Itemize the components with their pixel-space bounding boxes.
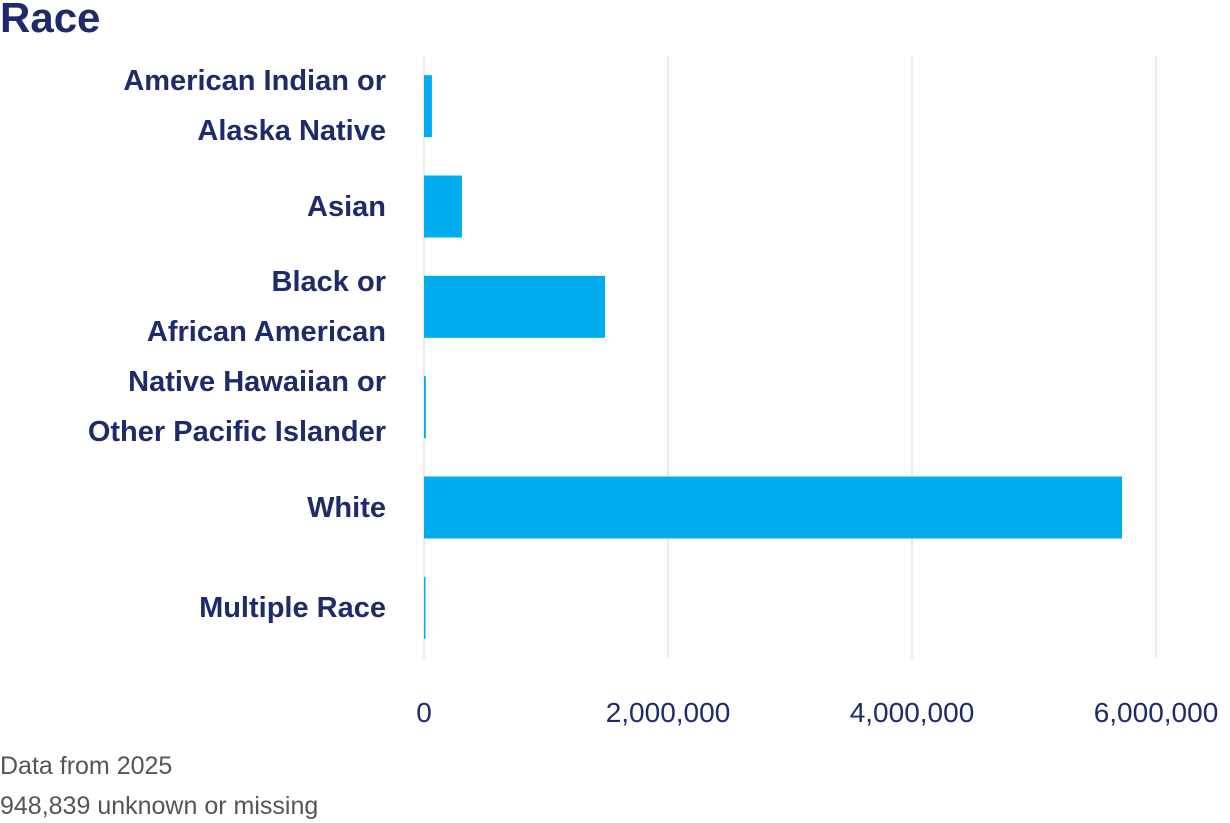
x-tick-label: 6,000,000: [1094, 697, 1219, 728]
y-tick-label: American Indian or Alaska Native: [123, 65, 386, 148]
chart-title: Race: [0, 0, 101, 41]
x-tick-label: 0: [416, 697, 432, 728]
x-tick-label: 2,000,000: [606, 697, 731, 728]
bar: [424, 576, 426, 639]
bar: [424, 175, 462, 238]
y-tick-label: Multiple Race: [199, 591, 386, 624]
bar: [424, 75, 432, 138]
y-tick-label: Black or African American: [146, 265, 386, 348]
y-tick-label: White: [307, 491, 386, 524]
bar: [424, 275, 606, 338]
x-tick-label: 4,000,000: [850, 697, 975, 728]
y-tick-label: Native Hawaiian or Other Pacific Islande…: [87, 366, 386, 449]
note: 948,839 unknown or missing: [0, 792, 319, 820]
bar: [424, 376, 426, 439]
note: Data from 2025: [0, 752, 173, 780]
y-tick-label: Asian: [307, 190, 386, 223]
bar: [424, 476, 1122, 539]
